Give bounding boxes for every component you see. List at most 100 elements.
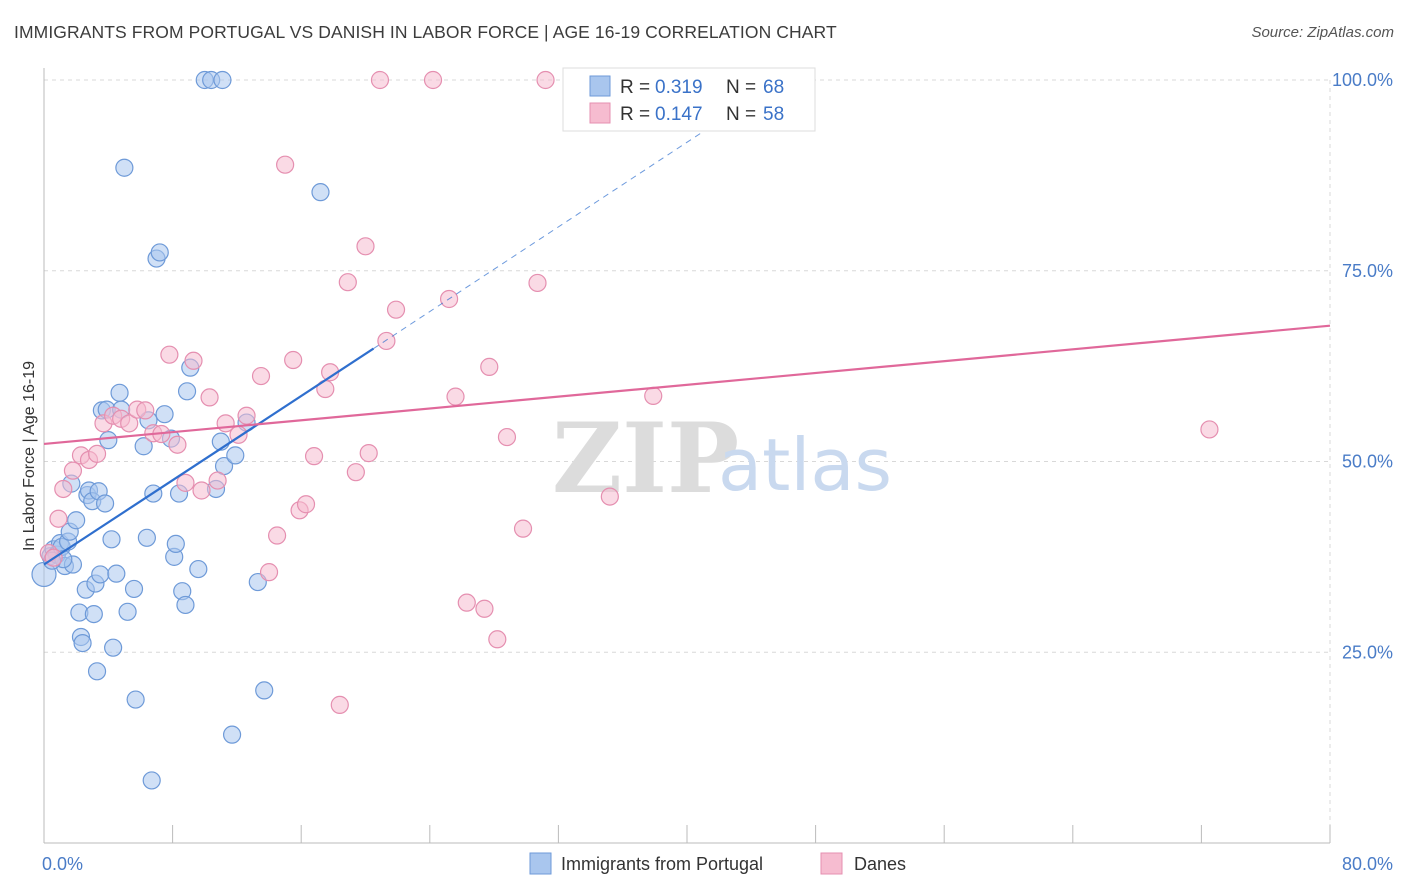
point-danes-56 <box>644 386 663 405</box>
point-danes-25 <box>237 406 256 425</box>
point-danes-29 <box>276 155 295 174</box>
point-danes-32 <box>296 495 316 514</box>
point-portugal-23 <box>91 565 110 584</box>
point-danes-19 <box>184 351 203 370</box>
point-danes-51 <box>497 427 517 447</box>
point-danes-48 <box>475 599 494 618</box>
legend-n-label-blue: N = <box>726 77 756 98</box>
point-danes-52 <box>513 519 533 538</box>
point-danes-43 <box>386 300 406 319</box>
legend-n-value-blue: 68 <box>763 77 784 98</box>
point-danes-22 <box>208 471 227 490</box>
point-portugal-21 <box>87 662 107 681</box>
point-portugal-52 <box>189 559 208 579</box>
point-portugal-60 <box>226 446 245 465</box>
watermark: ZIP atlas <box>552 402 892 515</box>
point-danes-49 <box>480 357 499 376</box>
point-danes-27 <box>259 563 279 582</box>
trend-line-extension-blue <box>373 110 736 349</box>
point-danes-18 <box>176 473 195 492</box>
point-danes-28 <box>267 526 287 545</box>
point-portugal-36 <box>126 690 145 709</box>
point-portugal-27 <box>99 431 118 450</box>
point-danes-44 <box>423 70 443 90</box>
point-portugal-64 <box>311 183 330 202</box>
bottom-legend: Immigrants from Portugal Danes <box>529 852 906 875</box>
point-danes-47 <box>457 593 476 612</box>
legend-r-value-blue: 0.319 <box>655 77 703 98</box>
bottom-legend-label-blue: Immigrants from Portugal <box>561 854 763 874</box>
point-portugal-49 <box>176 595 195 615</box>
point-danes-57 <box>1200 420 1219 439</box>
watermark-zip: ZIP <box>552 402 739 515</box>
point-portugal-37 <box>134 437 153 456</box>
point-portugal-14 <box>73 633 92 653</box>
point-danes-17 <box>168 435 187 454</box>
point-danes-42 <box>377 331 396 351</box>
point-portugal-29 <box>104 638 123 657</box>
bottom-legend-swatch-blue <box>529 852 552 875</box>
top-legend: R = 0.319 N = 68 R = 0.147 N = 58 <box>562 67 816 132</box>
legend-r-label-pink: R = <box>620 104 650 125</box>
point-danes-50 <box>488 630 507 649</box>
point-danes-20 <box>192 481 211 500</box>
point-portugal-42 <box>150 243 169 262</box>
point-danes-16 <box>160 345 179 364</box>
point-portugal-19 <box>84 604 103 624</box>
point-portugal-65 <box>137 528 156 547</box>
point-portugal-57 <box>213 70 232 90</box>
point-portugal-30 <box>107 564 126 583</box>
point-danes-33 <box>304 447 324 466</box>
point-danes-39 <box>356 237 375 256</box>
point-portugal-35 <box>124 579 144 599</box>
point-danes-3 <box>54 479 73 499</box>
trend-line-pink <box>43 324 1331 446</box>
point-portugal-33 <box>115 158 134 177</box>
point-portugal-28 <box>102 530 121 549</box>
chart-source: Source: ZipAtlas.com <box>1251 24 1394 41</box>
axes-layer <box>43 68 1331 844</box>
trend-layer <box>43 110 1331 566</box>
point-portugal-25 <box>95 494 115 513</box>
bottom-legend-label-pink: Danes <box>854 854 906 874</box>
point-danes-11 <box>120 414 139 433</box>
tick-labels: 25.0% 50.0% 75.0% 100.0% 0.0% 80.0% <box>42 70 1393 874</box>
y-tick-label-0: 25.0% <box>1342 642 1393 662</box>
point-danes-4 <box>63 461 83 480</box>
y-tick-label-1: 50.0% <box>1342 452 1393 472</box>
point-portugal-59 <box>222 725 242 744</box>
point-danes-53 <box>528 273 547 293</box>
point-danes-40 <box>359 444 378 463</box>
point-portugal-50 <box>177 382 197 401</box>
point-danes-21 <box>200 388 219 407</box>
point-portugal-63 <box>255 681 274 700</box>
y-tick-label-2: 75.0% <box>1342 261 1393 281</box>
legend-r-label-blue: R = <box>620 77 650 98</box>
point-portugal-34 <box>118 602 137 621</box>
point-danes-55 <box>600 487 619 506</box>
legend-n-label-pink: N = <box>726 104 756 125</box>
legend-swatch-pink <box>589 102 611 124</box>
point-danes-54 <box>536 70 555 90</box>
x-tick-label-1: 80.0% <box>1342 854 1393 874</box>
point-danes-30 <box>284 350 303 370</box>
points-layer <box>31 70 1219 790</box>
chart-title: IMMIGRANTS FROM PORTUGAL VS DANISH IN LA… <box>14 22 837 42</box>
y-tick-label-3: 100.0% <box>1332 70 1393 90</box>
point-danes-2 <box>49 509 68 528</box>
point-danes-13 <box>136 401 155 420</box>
point-danes-38 <box>346 463 365 482</box>
point-danes-37 <box>338 273 357 292</box>
point-portugal-11 <box>67 511 86 530</box>
legend-r-value-pink: 0.147 <box>655 104 703 125</box>
legend-swatch-blue <box>589 75 611 97</box>
point-danes-46 <box>446 387 465 406</box>
trend-line-blue <box>43 347 375 566</box>
x-tick-label-0: 0.0% <box>42 854 83 874</box>
point-danes-36 <box>330 695 349 714</box>
watermark-atlas: atlas <box>718 423 892 507</box>
y-axis-label: In Labor Force | Age 16-19 <box>21 361 38 551</box>
point-danes-41 <box>370 70 390 90</box>
point-portugal-46 <box>166 534 185 554</box>
